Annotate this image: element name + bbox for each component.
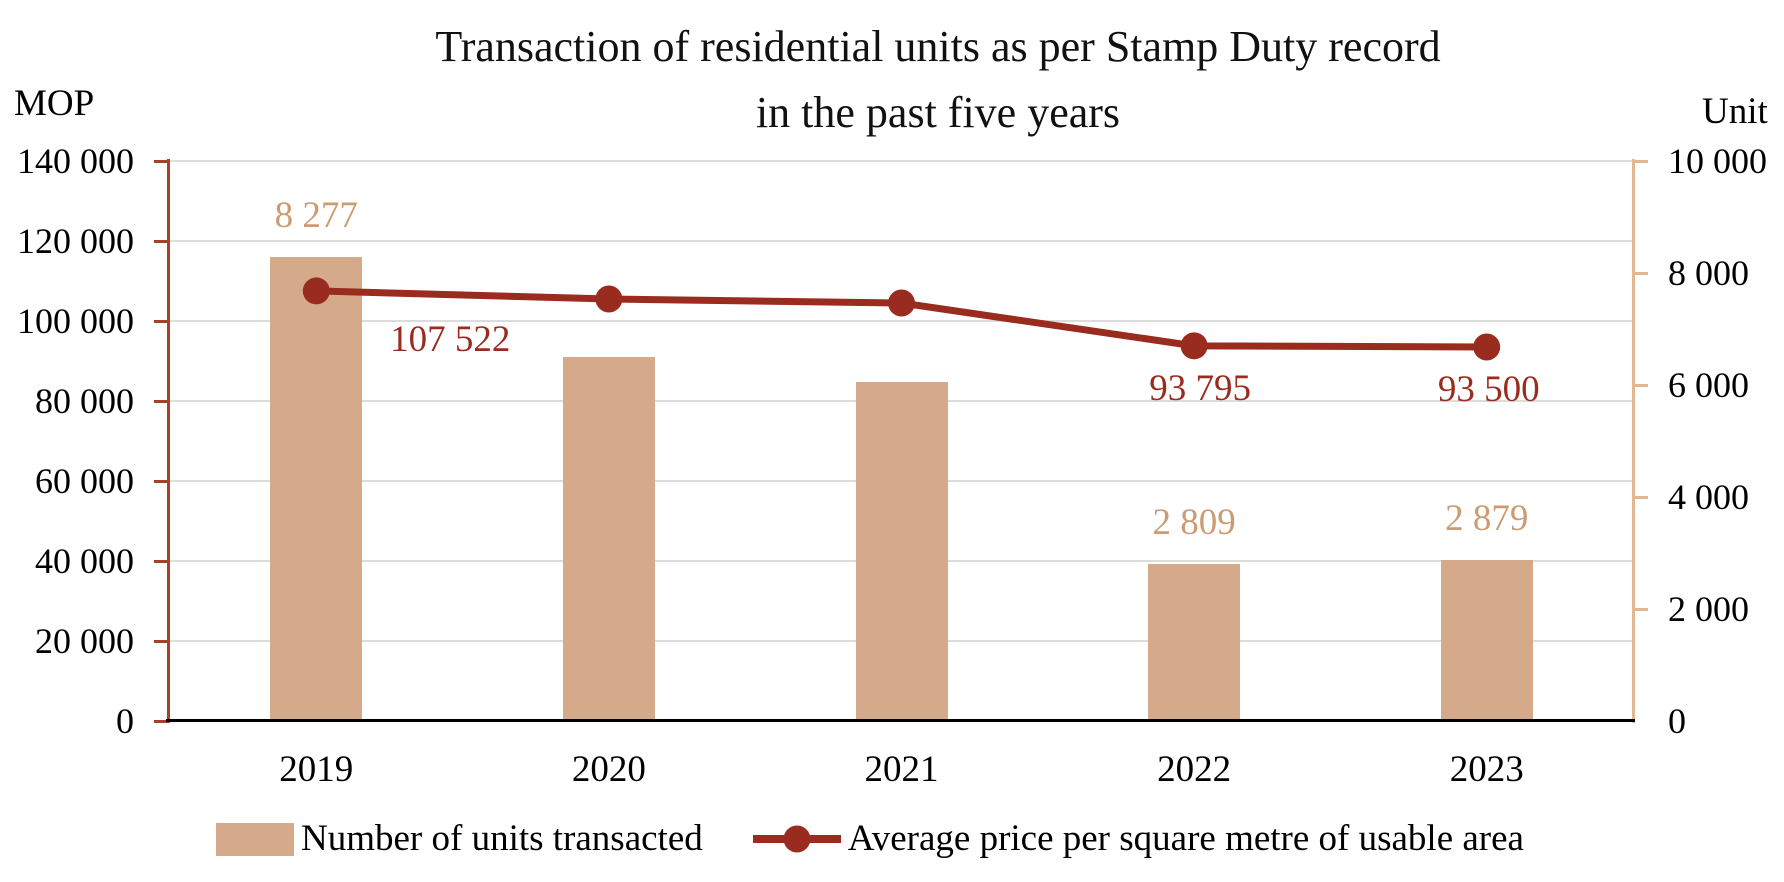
legend-label-bars: Number of units transacted xyxy=(301,818,703,859)
legend-dot-icon xyxy=(783,825,811,853)
gridline xyxy=(170,160,1633,162)
x-axis-label-2020: 2020 xyxy=(571,749,646,790)
bar-series-swatch xyxy=(216,822,294,856)
bar-label-2022: 2 809 xyxy=(1152,501,1236,543)
bar-label-2019: 8 277 xyxy=(274,195,358,237)
price-point-2023 xyxy=(1473,333,1501,361)
line-label-2023: 93 500 xyxy=(1437,369,1540,410)
bar-2022 xyxy=(1148,563,1241,721)
line-label-2019: 107 522 xyxy=(390,318,511,360)
left-axis-tick-label: 120 000 xyxy=(17,221,134,261)
left-axis-tick xyxy=(154,639,167,643)
line-label-2022: 93 795 xyxy=(1149,367,1251,409)
right-axis-tick xyxy=(1635,159,1648,163)
gridline xyxy=(170,320,1633,322)
left-axis-tick-label: 140 000 xyxy=(17,141,134,181)
bar-2021 xyxy=(855,382,948,721)
right-axis-tick-label: 2 000 xyxy=(1668,589,1749,629)
price-point-2022 xyxy=(1180,332,1208,360)
right-axis-tick-label: 4 000 xyxy=(1668,477,1749,517)
right-axis-tick-label: 6 000 xyxy=(1668,365,1749,405)
left-axis-tick-label: 80 000 xyxy=(35,381,134,421)
price-point-2021 xyxy=(888,289,915,317)
gridline xyxy=(170,240,1633,242)
right-axis-unit-label: Unit xyxy=(1702,91,1768,132)
chart-title: Transaction of residential units as per … xyxy=(435,14,1440,146)
legend-label-line: Average price per square metre of usable… xyxy=(847,818,1524,859)
right-axis-line xyxy=(1632,159,1635,723)
left-axis-line xyxy=(167,159,170,723)
right-axis-tick-label: 10 000 xyxy=(1668,141,1767,181)
right-axis-tick xyxy=(1635,607,1648,611)
bar-2019 xyxy=(270,257,363,721)
left-axis-tick-label: 20 000 xyxy=(35,621,134,661)
price-point-2020 xyxy=(595,285,623,313)
bar-2020 xyxy=(562,357,655,721)
right-axis-tick xyxy=(1635,383,1648,387)
left-axis-tick-label: 0 xyxy=(116,701,134,741)
x-axis-label-2019: 2019 xyxy=(279,749,354,790)
left-axis-tick xyxy=(154,399,167,403)
right-axis-tick-label: 0 xyxy=(1668,701,1686,741)
left-axis-tick xyxy=(154,319,167,323)
left-axis-tick xyxy=(154,159,167,163)
left-axis-tick-label: 60 000 xyxy=(35,461,134,501)
legend-item-line: Average price per square metre of usable… xyxy=(752,818,1524,859)
right-axis-tick-label: 8 000 xyxy=(1668,253,1749,293)
left-axis-tick xyxy=(154,719,167,723)
left-axis-tick xyxy=(154,239,167,243)
left-axis-unit-label: MOP xyxy=(14,83,95,124)
x-axis-label-2021: 2021 xyxy=(864,749,939,790)
bar-2023 xyxy=(1440,559,1533,721)
x-axis-label-2023: 2023 xyxy=(1449,749,1524,790)
x-axis-label-2022: 2022 xyxy=(1157,749,1232,790)
line-series-marker-swatch xyxy=(752,824,841,854)
legend-item-bars: Number of units transacted xyxy=(216,819,703,859)
left-axis-tick xyxy=(154,559,167,563)
legend: Number of units transacted Average price… xyxy=(216,819,1524,859)
left-axis-tick xyxy=(154,479,167,483)
left-axis-tick-label: 40 000 xyxy=(35,541,134,581)
right-axis-tick xyxy=(1635,271,1648,275)
chart-title-line2: in the past five years xyxy=(755,88,1121,137)
right-axis-tick xyxy=(1635,495,1648,499)
chart-title-line1: Transaction of residential units as per … xyxy=(435,22,1441,71)
x-axis-line xyxy=(166,719,1635,722)
bar-label-2023: 2 879 xyxy=(1445,497,1529,539)
left-axis-tick-label: 100 000 xyxy=(17,301,134,341)
price-point-2019 xyxy=(302,277,330,305)
